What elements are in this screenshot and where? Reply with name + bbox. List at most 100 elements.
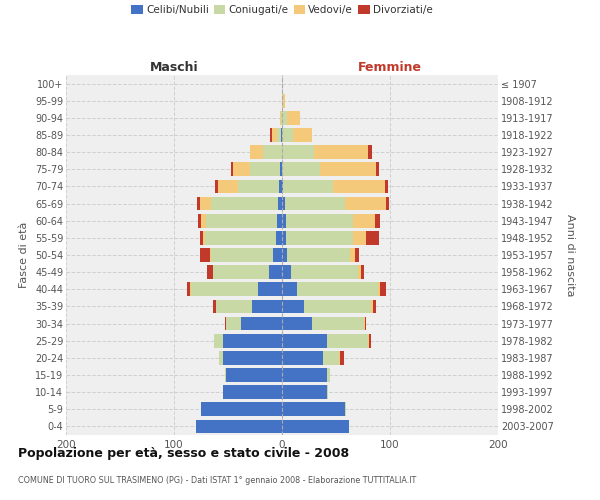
Bar [361,266,364,279]
Bar [258,282,282,296]
Bar [278,196,282,210]
Bar [201,214,206,228]
Bar [282,316,312,330]
Bar [287,111,301,124]
Bar [373,300,376,314]
Bar [272,128,277,142]
Bar [282,334,328,347]
Bar [201,402,282,416]
Bar [205,231,275,244]
Bar [314,146,368,159]
Bar [312,316,364,330]
Bar [282,146,314,159]
Bar [286,231,353,244]
Bar [223,334,282,347]
Bar [282,282,297,296]
Bar [250,146,263,159]
Bar [340,351,344,364]
Bar [368,334,370,347]
Bar [283,180,333,194]
Bar [386,196,389,210]
Bar [282,266,290,279]
Bar [282,111,287,124]
Bar [280,162,282,176]
Bar [333,180,385,194]
Bar [214,334,223,347]
Bar [281,111,282,124]
Bar [190,282,191,296]
Bar [344,402,346,416]
Bar [280,111,281,124]
Bar [281,128,282,142]
Text: COMUNE DI TUORO SUL TRASIMENO (PG) - Dati ISTAT 1° gennaio 2008 - Elaborazione T: COMUNE DI TUORO SUL TRASIMENO (PG) - Dat… [18,476,416,485]
Bar [378,282,380,296]
Bar [370,334,371,347]
Bar [285,196,344,210]
Bar [304,300,371,314]
Bar [274,248,282,262]
Bar [206,214,277,228]
Bar [376,162,379,176]
Bar [350,248,355,262]
Bar [353,214,375,228]
Bar [241,316,282,330]
Bar [275,231,282,244]
Bar [385,180,388,194]
Bar [226,368,282,382]
Bar [225,316,226,330]
Bar [282,248,287,262]
Bar [211,196,278,210]
Bar [203,231,205,244]
Bar [200,248,209,262]
Text: Maschi: Maschi [149,61,199,74]
Bar [269,266,282,279]
Bar [328,368,329,382]
Bar [293,128,312,142]
Bar [290,266,358,279]
Bar [215,180,218,194]
Bar [353,231,366,244]
Bar [282,351,323,364]
Bar [380,282,386,296]
Bar [286,214,353,228]
Bar [196,420,282,434]
Bar [252,300,282,314]
Text: Femmine: Femmine [358,61,422,74]
Bar [200,231,203,244]
Bar [282,162,320,176]
Bar [223,351,282,364]
Bar [211,248,274,262]
Bar [250,162,280,176]
Bar [198,214,201,228]
Bar [355,248,359,262]
Bar [282,420,349,434]
Bar [282,386,328,399]
Y-axis label: Anni di nascita: Anni di nascita [565,214,575,296]
Bar [200,196,211,210]
Bar [263,146,282,159]
Bar [223,386,282,399]
Bar [282,94,283,108]
Bar [283,94,285,108]
Y-axis label: Fasce di età: Fasce di età [19,222,29,288]
Bar [371,300,373,314]
Bar [187,282,190,296]
Bar [282,128,293,142]
Legend: Celibi/Nubili, Coniugati/e, Vedovi/e, Divorziati/e: Celibi/Nubili, Coniugati/e, Vedovi/e, Di… [131,5,433,15]
Bar [364,316,365,330]
Bar [328,334,368,347]
Bar [344,196,386,210]
Bar [191,282,258,296]
Bar [218,180,238,194]
Bar [375,214,380,228]
Bar [238,180,279,194]
Bar [297,282,378,296]
Bar [368,146,371,159]
Bar [208,266,213,279]
Bar [287,248,350,262]
Bar [220,351,223,364]
Bar [197,196,200,210]
Bar [282,402,344,416]
Bar [233,162,250,176]
Bar [323,351,339,364]
